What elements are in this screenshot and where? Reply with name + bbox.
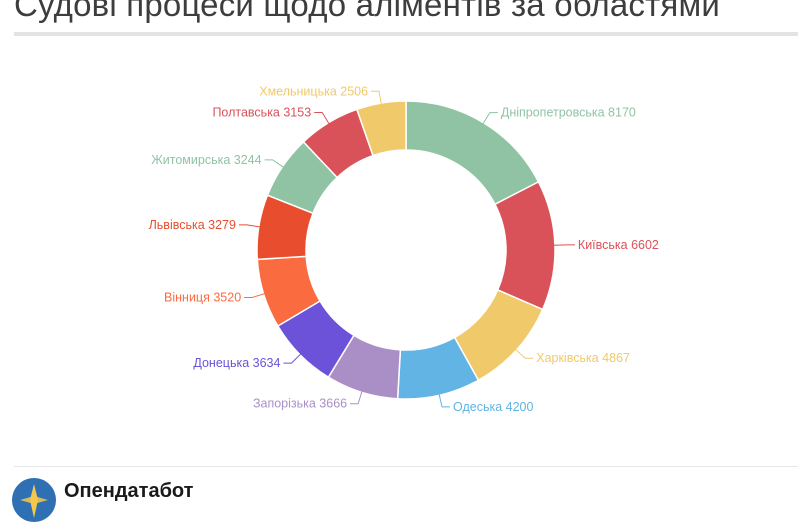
leader-житомирська (265, 160, 285, 168)
label-запорізька: Запорізька 3666 (253, 397, 347, 411)
footer-divider (14, 466, 798, 467)
donut-chart: Дніпропетровська 8170 Київська 6602 Харків… (0, 0, 812, 460)
leader-харківська (515, 349, 533, 358)
donut-slices (257, 101, 555, 399)
label-хмельницька: Хмельницька 2506 (259, 84, 368, 98)
leader-львівська (239, 225, 261, 227)
leader-донецька (283, 353, 301, 363)
label-львівська: Львівська 3279 (149, 218, 236, 232)
label-дніпропетровська: Дніпропетровська 8170 (501, 106, 636, 120)
label-харківська: Харківська 4867 (536, 351, 630, 365)
label-полтавська: Полтавська 3153 (212, 106, 311, 120)
slice-київська (495, 182, 555, 310)
label-одеська: Одеська 4200 (453, 400, 533, 414)
label-донецька: Донецька 3634 (193, 356, 280, 370)
label-вінниця: Вінниця 3520 (164, 290, 241, 304)
label-київська: Київська 6602 (578, 238, 659, 252)
label-житомирська: Житомирська 3244 (151, 153, 261, 167)
leader-вінниця (244, 293, 265, 297)
opendatabot-logo (12, 478, 56, 522)
